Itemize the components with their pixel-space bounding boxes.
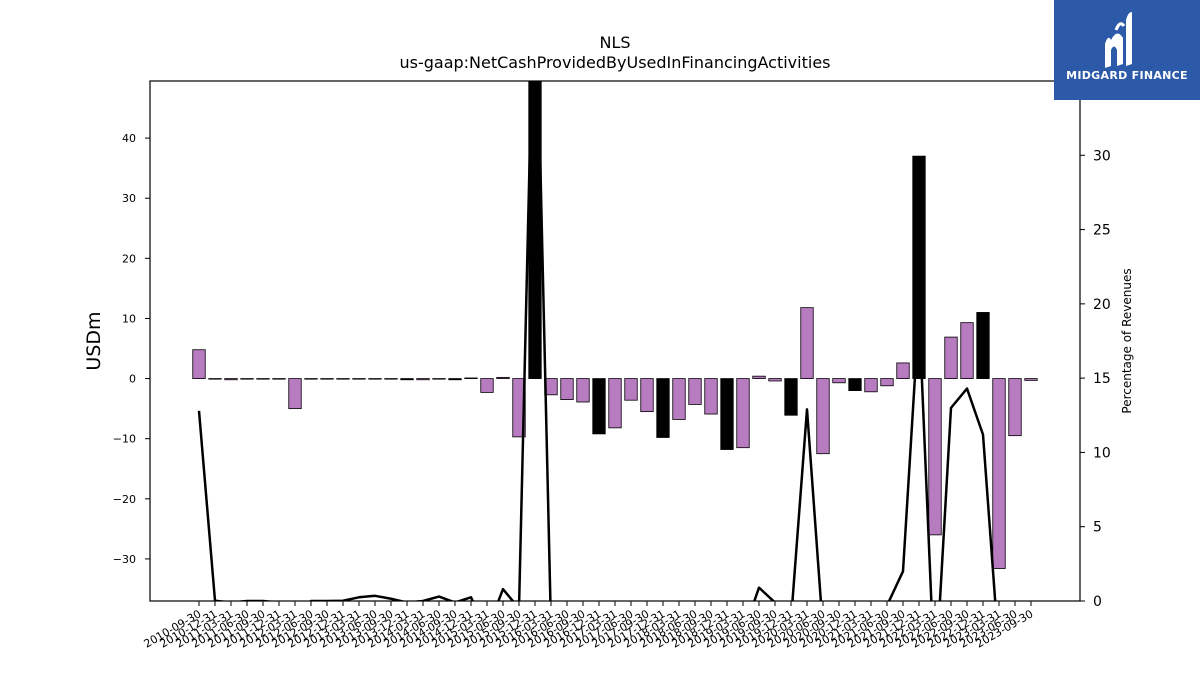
chart-subtitle: us-gaap:NetCashProvidedByUsedInFinancing… xyxy=(399,53,830,72)
bar xyxy=(864,378,878,393)
y-tick-label: 0 xyxy=(129,373,136,386)
bar xyxy=(752,375,766,379)
bar xyxy=(352,378,366,380)
bar xyxy=(448,378,462,381)
bar xyxy=(912,155,926,379)
y-tick-label: −30 xyxy=(113,553,136,566)
bar xyxy=(976,312,990,379)
y-axis-right: 0 5 10 15 20 25 30 xyxy=(1080,148,1111,610)
bar xyxy=(960,322,974,379)
bar xyxy=(320,378,334,380)
bar xyxy=(288,378,302,410)
midgard-m-logo-icon xyxy=(1105,12,1132,68)
bar xyxy=(720,378,734,450)
line-group xyxy=(197,81,997,601)
bar xyxy=(944,336,958,379)
y2-tick-label: 5 xyxy=(1093,520,1102,536)
bar xyxy=(592,378,606,435)
y2-axis-label: Percentage of Revenues xyxy=(1120,268,1134,413)
bar xyxy=(800,307,814,379)
brand-name: MIDGARD FINANCE xyxy=(1066,69,1188,82)
bar xyxy=(816,378,830,455)
bar xyxy=(512,378,526,438)
y2-tick-label: 0 xyxy=(1093,594,1102,610)
bar xyxy=(736,378,750,449)
bar xyxy=(432,378,446,380)
series-line xyxy=(197,81,997,601)
y2-tick-label: 30 xyxy=(1093,148,1111,164)
bar xyxy=(272,378,286,380)
x-axis: 2010-09-302010-12-312011-03-312011-06-30… xyxy=(142,601,1036,651)
bar xyxy=(368,378,382,380)
bar xyxy=(464,377,478,379)
bar xyxy=(784,378,798,416)
bar xyxy=(688,378,702,405)
bar xyxy=(896,362,910,379)
bar xyxy=(672,378,686,420)
bar xyxy=(992,378,1006,569)
y2-tick-label: 25 xyxy=(1093,223,1111,239)
y-tick-label: 20 xyxy=(122,252,136,265)
y2-tick-label: 20 xyxy=(1093,297,1111,313)
bar xyxy=(928,378,942,536)
y-tick-label: −10 xyxy=(113,433,136,446)
bar xyxy=(704,378,718,415)
y-tick-label: 10 xyxy=(122,312,136,325)
bar xyxy=(208,378,222,380)
bar xyxy=(336,378,350,380)
bar xyxy=(880,378,894,387)
bar xyxy=(256,378,270,380)
bar xyxy=(304,378,318,380)
y-axis-label: USDm xyxy=(83,311,105,370)
chart-title: NLS xyxy=(599,33,630,52)
bar xyxy=(848,378,862,391)
bar xyxy=(608,378,622,429)
y-tick-label: −20 xyxy=(113,493,136,506)
bar xyxy=(480,378,494,393)
bar xyxy=(240,378,254,380)
bar xyxy=(768,378,782,382)
y-axis-left: −30 −20 −10 0 10 20 30 40 xyxy=(113,132,150,566)
bar xyxy=(624,378,638,401)
bar xyxy=(576,378,590,403)
bar xyxy=(832,378,846,384)
y-tick-label: 40 xyxy=(122,132,136,145)
bar xyxy=(384,378,398,380)
bar xyxy=(192,349,206,379)
y2-tick-label: 15 xyxy=(1093,371,1111,387)
bar xyxy=(656,378,670,438)
y2-tick-label: 10 xyxy=(1093,445,1111,461)
bar xyxy=(560,378,574,401)
bar xyxy=(640,378,654,413)
bar-group xyxy=(192,81,1038,569)
bar xyxy=(496,376,510,379)
bar xyxy=(1008,378,1022,437)
bar xyxy=(416,378,430,381)
bar xyxy=(400,378,414,381)
bar xyxy=(1024,378,1038,381)
y-tick-label: 30 xyxy=(122,192,136,205)
brand-logo: MIDGARD FINANCE xyxy=(1054,0,1200,100)
bar xyxy=(224,378,238,381)
